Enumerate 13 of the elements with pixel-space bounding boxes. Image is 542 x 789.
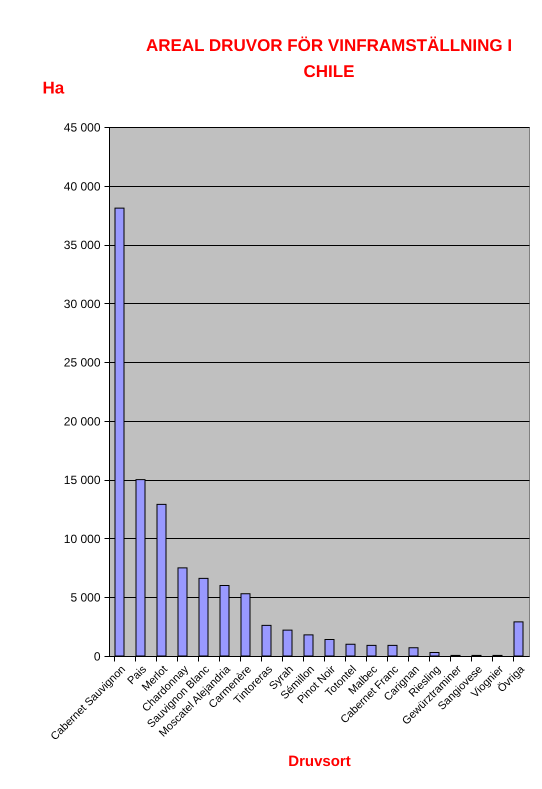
y-tick-label: 5 000 [70, 590, 101, 605]
chart-title: AREAL DRUVOR FÖR VINFRAMSTÄLLNING I CHILE [146, 36, 512, 81]
y-tick-label: 25 000 [64, 356, 101, 370]
y-tick-label: 20 000 [64, 414, 101, 428]
y-tick-label: 40 000 [64, 179, 101, 194]
y-tick-label: 30 000 [64, 296, 101, 311]
y-axis-title: Ha [42, 78, 65, 98]
y-tick-label: 45 000 [64, 120, 101, 134]
y-tick-label: 15 000 [64, 473, 101, 488]
y-tick-label: 35 000 [64, 238, 101, 252]
x-axis-title: Druvsort [288, 753, 351, 770]
y-tick-label: 0 [94, 650, 101, 664]
y-tick-label: 10 000 [64, 532, 101, 546]
